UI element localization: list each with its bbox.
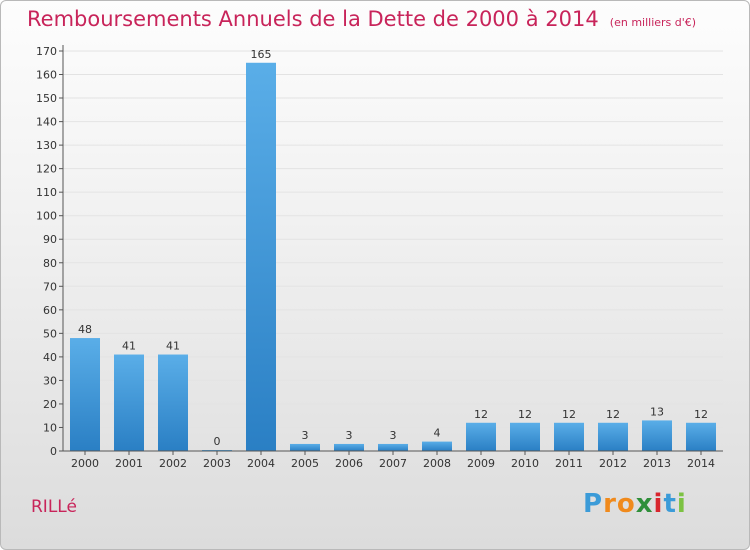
data-label-2005: 3 [302, 429, 309, 442]
data-label-2007: 3 [390, 429, 397, 442]
bar-2011 [554, 422, 584, 451]
x-tick-label-2013: 2013 [643, 457, 671, 470]
y-tick-label: 150 [36, 92, 57, 105]
y-tick-label: 160 [36, 69, 57, 82]
y-tick-label: 30 [43, 374, 57, 387]
x-tick-label-2014: 2014 [687, 457, 715, 470]
x-tick-label-2004: 2004 [247, 457, 275, 470]
data-label-2001: 41 [122, 340, 136, 353]
data-label-2002: 41 [166, 340, 180, 353]
bar-2013 [642, 420, 672, 451]
y-tick-label: 170 [36, 45, 57, 58]
logo-letter: t [663, 489, 677, 519]
x-tick-label-2000: 2000 [71, 457, 99, 470]
y-tick-label: 90 [43, 233, 57, 246]
data-label-2011: 12 [562, 408, 576, 421]
x-tick-label-2009: 2009 [467, 457, 495, 470]
bar-2004 [246, 62, 276, 451]
proxiti-logo: Proxiti [583, 489, 687, 519]
x-tick-label-2012: 2012 [599, 457, 627, 470]
data-label-2010: 12 [518, 408, 532, 421]
bar-2000 [70, 338, 100, 451]
bar-2008 [422, 441, 452, 451]
x-tick-label-2002: 2002 [159, 457, 187, 470]
chart-title: Remboursements Annuels de la Dette de 20… [27, 7, 696, 31]
x-tick-label-2005: 2005 [291, 457, 319, 470]
data-label-2009: 12 [474, 408, 488, 421]
y-tick-label: 70 [43, 280, 57, 293]
data-label-2012: 12 [606, 408, 620, 421]
y-tick-label: 130 [36, 139, 57, 152]
data-label-2003: 0 [214, 435, 221, 448]
chart-unit: (en milliers d'€) [609, 16, 697, 29]
data-label-2008: 4 [434, 427, 441, 440]
data-label-2000: 48 [78, 323, 92, 336]
x-tick-label-2008: 2008 [423, 457, 451, 470]
logo-letter: i [676, 489, 687, 519]
bar-2007 [378, 443, 408, 451]
chart-title-text: Remboursements Annuels de la Dette de 20… [27, 7, 599, 31]
data-label-2013: 13 [650, 405, 664, 418]
logo-letter: r [603, 489, 617, 519]
bar-2010 [510, 422, 540, 451]
logo-letter: x [635, 489, 654, 519]
commune-name: RILLé [31, 497, 77, 517]
y-tick-label: 20 [43, 398, 57, 411]
bar-2014 [686, 422, 716, 451]
y-tick-label: 100 [36, 210, 57, 223]
x-tick-label-2001: 2001 [115, 457, 143, 470]
x-tick-label-2010: 2010 [511, 457, 539, 470]
y-tick-label: 0 [50, 445, 57, 458]
bar-2009 [466, 422, 496, 451]
y-tick-label: 40 [43, 351, 57, 364]
bar-2001 [114, 354, 144, 451]
y-tick-label: 120 [36, 163, 57, 176]
data-label-2006: 3 [346, 429, 353, 442]
bar-2012 [598, 422, 628, 451]
x-tick-label-2011: 2011 [555, 457, 583, 470]
logo-letter: i [653, 489, 664, 519]
x-tick-label-2003: 2003 [203, 457, 231, 470]
logo-letter: o [616, 489, 636, 519]
y-tick-label: 80 [43, 257, 57, 270]
logo-letter: P [583, 489, 604, 519]
bar-2005 [290, 443, 320, 451]
y-tick-label: 10 [43, 421, 57, 434]
y-tick-label: 60 [43, 304, 57, 317]
y-tick-label: 50 [43, 327, 57, 340]
data-label-2004: 165 [251, 48, 272, 61]
bar-2002 [158, 354, 188, 451]
x-tick-label-2006: 2006 [335, 457, 363, 470]
bar-2006 [334, 443, 364, 451]
y-tick-label: 140 [36, 116, 57, 129]
x-tick-label-2007: 2007 [379, 457, 407, 470]
data-label-2014: 12 [694, 408, 708, 421]
y-tick-label: 110 [36, 186, 57, 199]
